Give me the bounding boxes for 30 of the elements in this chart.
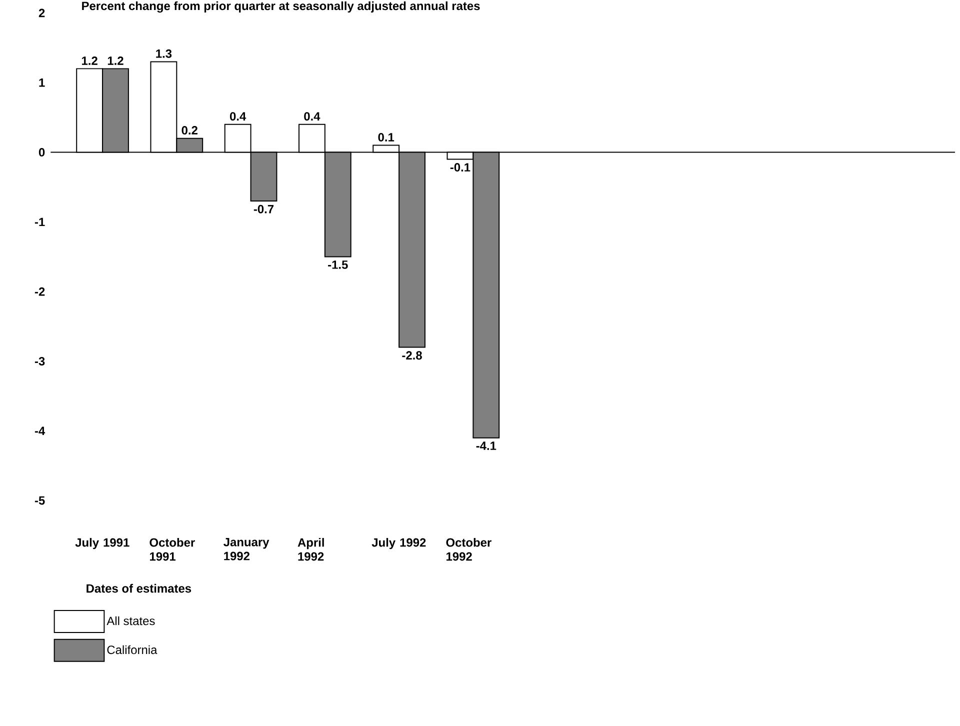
x-tick-label: January 1992 xyxy=(224,538,270,560)
y-tick-label: 1 xyxy=(39,78,45,87)
x-tick-label: October 1992 xyxy=(446,538,492,561)
x-tick-label: April 1992 xyxy=(298,538,324,561)
y-tick-label: -5 xyxy=(34,496,45,505)
y-tick-label: -3 xyxy=(34,357,45,366)
data-label: -4.1 xyxy=(476,442,496,450)
data-label: 0.2 xyxy=(182,126,198,135)
legend-label: All states xyxy=(106,616,155,626)
x-tick-label: October 1991 xyxy=(150,538,195,561)
data-label: -2.8 xyxy=(402,351,422,360)
chart-title: Percent change from prior quarter at seasonally adjusted annual rates xyxy=(82,1,480,13)
x-axis-title: Dates of estimates xyxy=(86,584,192,593)
y-tick-label: -4 xyxy=(34,426,46,436)
data-label: 1.2 xyxy=(108,56,124,65)
data-label: 1.3 xyxy=(156,49,172,58)
y-tick-label: -1 xyxy=(34,218,45,226)
data-label: 0.1 xyxy=(378,133,394,142)
data-label: 1.2 xyxy=(82,56,98,65)
y-tick-label: 0 xyxy=(38,148,45,157)
data-label: -1.5 xyxy=(328,260,348,269)
x-tick-label: July 1992 xyxy=(372,538,426,550)
data-label: -0.1 xyxy=(450,163,470,172)
y-tick-label: 2 xyxy=(38,8,45,18)
legend-label: California xyxy=(107,645,158,654)
data-label: -0.7 xyxy=(254,204,274,214)
data-label: 0.4 xyxy=(304,112,320,121)
y-tick-label: -2 xyxy=(34,287,45,296)
x-tick-label: July 1991 xyxy=(75,538,130,550)
data-label: 0.4 xyxy=(230,112,246,121)
